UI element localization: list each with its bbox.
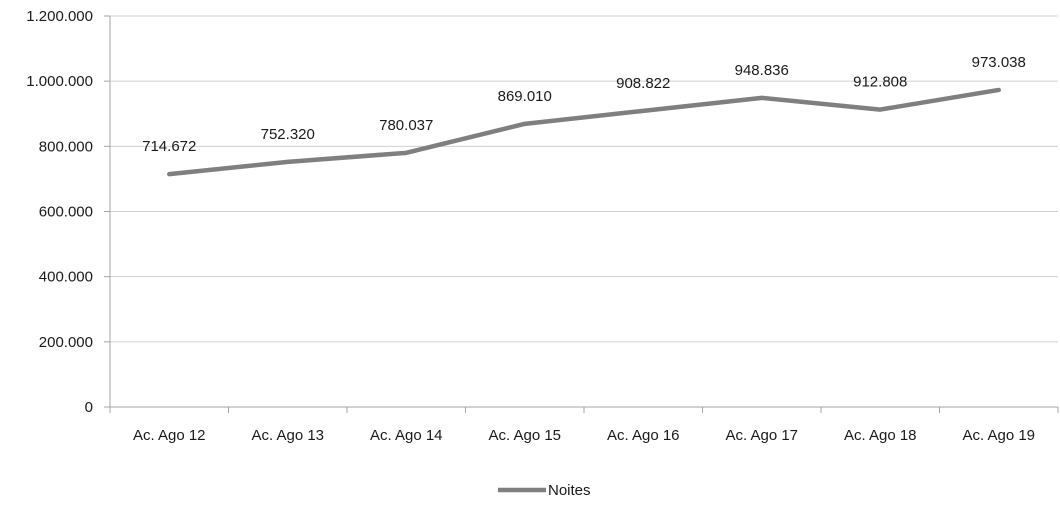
legend: Noites bbox=[498, 482, 591, 499]
y-tick-label: 200.000 bbox=[39, 334, 93, 351]
series-lines bbox=[167, 87, 1001, 177]
data-label: 908.822 bbox=[616, 75, 670, 92]
x-tick-label: Ac. Ago 17 bbox=[725, 427, 798, 444]
x-tick-label: Ac. Ago 19 bbox=[962, 427, 1035, 444]
data-label: 752.320 bbox=[261, 126, 315, 143]
x-tick-label: Ac. Ago 14 bbox=[370, 427, 443, 444]
data-label: 973.038 bbox=[972, 54, 1026, 71]
data-label: 912.808 bbox=[853, 74, 907, 91]
x-tick-label: Ac. Ago 18 bbox=[844, 427, 917, 444]
x-tick-label: Ac. Ago 13 bbox=[251, 427, 324, 444]
data-label: 869.010 bbox=[498, 88, 552, 105]
y-axis-tick-labels: 0 200.000 400.000 600.000 800.000 1.000.000 1.… bbox=[26, 8, 93, 416]
data-label: 714.672 bbox=[142, 138, 196, 155]
data-label: 948.836 bbox=[735, 62, 789, 79]
gridlines bbox=[110, 15, 1058, 343]
x-tick-label: Ac. Ago 15 bbox=[488, 427, 561, 444]
x-axis-tick-labels: Ac. Ago 12 Ac. Ago 13 Ac. Ago 14 Ac. Ago 15… bbox=[133, 427, 1035, 444]
y-tick-label: 800.000 bbox=[39, 138, 93, 155]
y-tick-label: 400.000 bbox=[39, 269, 93, 286]
x-tick-label: Ac. Ago 12 bbox=[133, 427, 206, 444]
data-labels: 714.672 752.320 780.037 869.010 908.822 948.8… bbox=[142, 54, 1026, 155]
legend-label: Noites bbox=[548, 482, 591, 499]
y-tick-label: 600.000 bbox=[39, 204, 93, 221]
y-tick-label: 1.200.000 bbox=[26, 8, 93, 25]
y-tick-label: 0 bbox=[85, 399, 93, 416]
data-label: 780.037 bbox=[379, 117, 433, 134]
series-line-0 bbox=[167, 87, 1001, 177]
x-tick-label: Ac. Ago 16 bbox=[607, 427, 680, 444]
y-tick-label: 1.000.000 bbox=[26, 73, 93, 90]
axes bbox=[104, 15, 1059, 413]
